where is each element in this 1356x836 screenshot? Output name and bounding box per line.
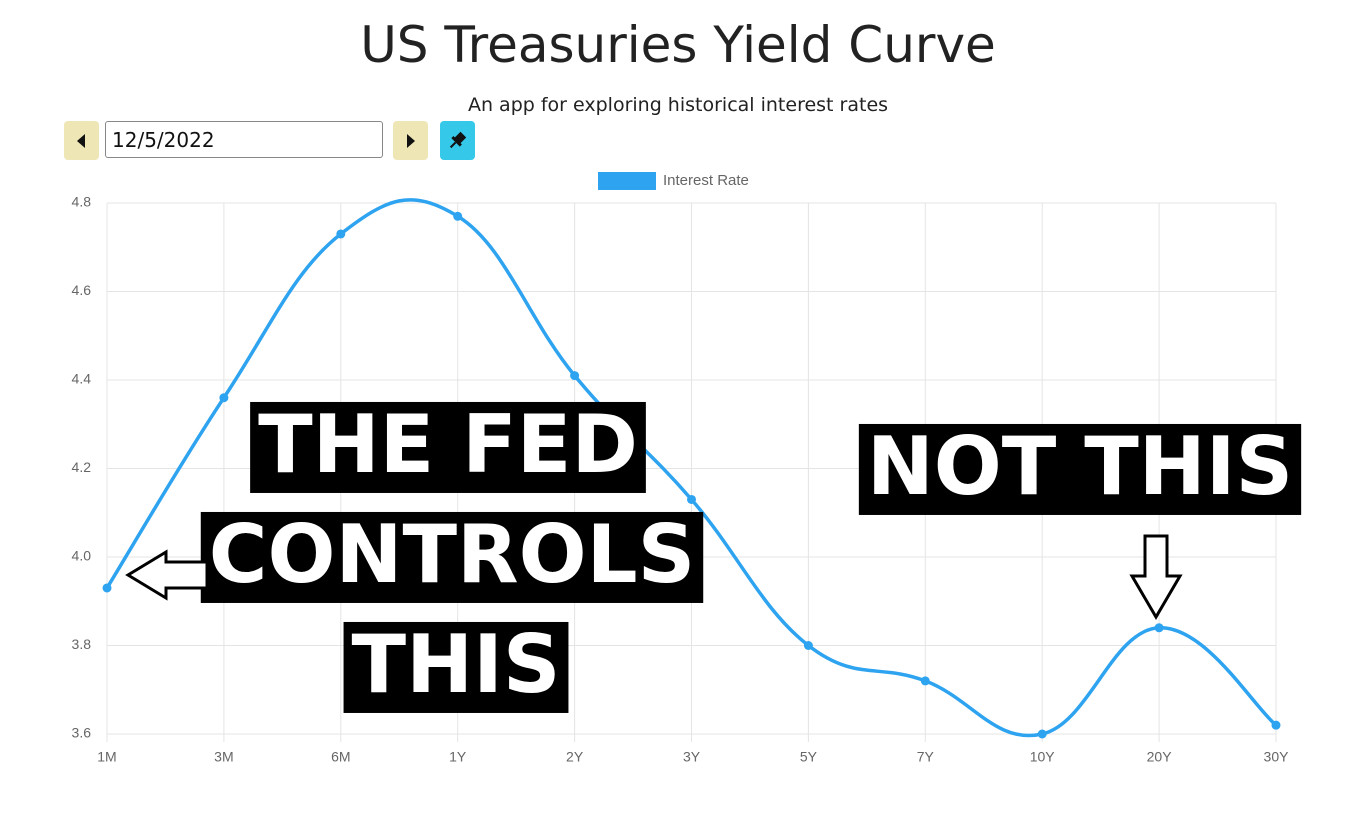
data-point bbox=[1154, 623, 1164, 633]
x-tick-label: 6M bbox=[331, 749, 350, 765]
y-tick-label: 4.8 bbox=[72, 194, 92, 210]
annotation: THIS bbox=[352, 618, 561, 711]
annotation: THE FED bbox=[258, 398, 638, 491]
x-tick-label: 1M bbox=[97, 749, 116, 765]
legend-label: Interest Rate bbox=[663, 172, 749, 189]
y-tick-label: 4.0 bbox=[72, 548, 92, 564]
next-icon bbox=[407, 134, 415, 148]
x-tick-label: 2Y bbox=[566, 749, 584, 765]
series-line bbox=[105, 198, 1278, 738]
y-tick-label: 4.2 bbox=[72, 459, 92, 475]
pin-button[interactable] bbox=[440, 121, 475, 160]
prev-button[interactable] bbox=[64, 121, 99, 160]
data-point bbox=[453, 211, 463, 221]
arrow-left bbox=[125, 549, 209, 601]
x-tick-label: 1Y bbox=[449, 749, 467, 765]
data-point bbox=[570, 371, 580, 381]
x-tick-label: 10Y bbox=[1030, 749, 1056, 765]
y-tick-label: 4.4 bbox=[72, 371, 92, 387]
page-subtitle: An app for exploring historical interest… bbox=[467, 94, 889, 116]
legend-swatch bbox=[598, 172, 656, 190]
x-tick-label: 30Y bbox=[1264, 749, 1290, 765]
x-tick-label: 5Y bbox=[800, 749, 818, 765]
y-tick-label: 4.6 bbox=[72, 282, 92, 298]
annotation-background bbox=[858, 423, 1302, 515]
annotation: CONTROLS bbox=[209, 508, 695, 601]
data-point bbox=[219, 393, 229, 403]
x-tick-label: 20Y bbox=[1147, 749, 1173, 765]
prev-icon bbox=[77, 134, 85, 148]
annotation: NOT THIS bbox=[867, 420, 1293, 513]
pin-icon bbox=[449, 131, 467, 149]
x-tick-label: 3Y bbox=[683, 749, 701, 765]
data-point bbox=[1037, 729, 1047, 739]
page-title: US Treasuries Yield Curve bbox=[360, 16, 996, 74]
data-point bbox=[687, 494, 696, 504]
data-point bbox=[336, 229, 346, 239]
annotation-background bbox=[250, 401, 646, 493]
y-tick-label: 3.8 bbox=[72, 636, 92, 652]
y-tick-label: 3.6 bbox=[72, 725, 92, 741]
annotation-background bbox=[343, 621, 569, 713]
next-button[interactable] bbox=[393, 121, 428, 160]
x-tick-label: 7Y bbox=[917, 749, 935, 765]
data-point bbox=[920, 676, 930, 686]
arrow-down bbox=[1129, 534, 1183, 620]
x-tick-label: 3M bbox=[214, 749, 233, 765]
annotation-background bbox=[200, 511, 704, 603]
data-point bbox=[1271, 720, 1281, 730]
data-point bbox=[803, 641, 813, 650]
data-point bbox=[102, 583, 112, 593]
date-input[interactable]: 12/5/2022 bbox=[105, 121, 383, 158]
